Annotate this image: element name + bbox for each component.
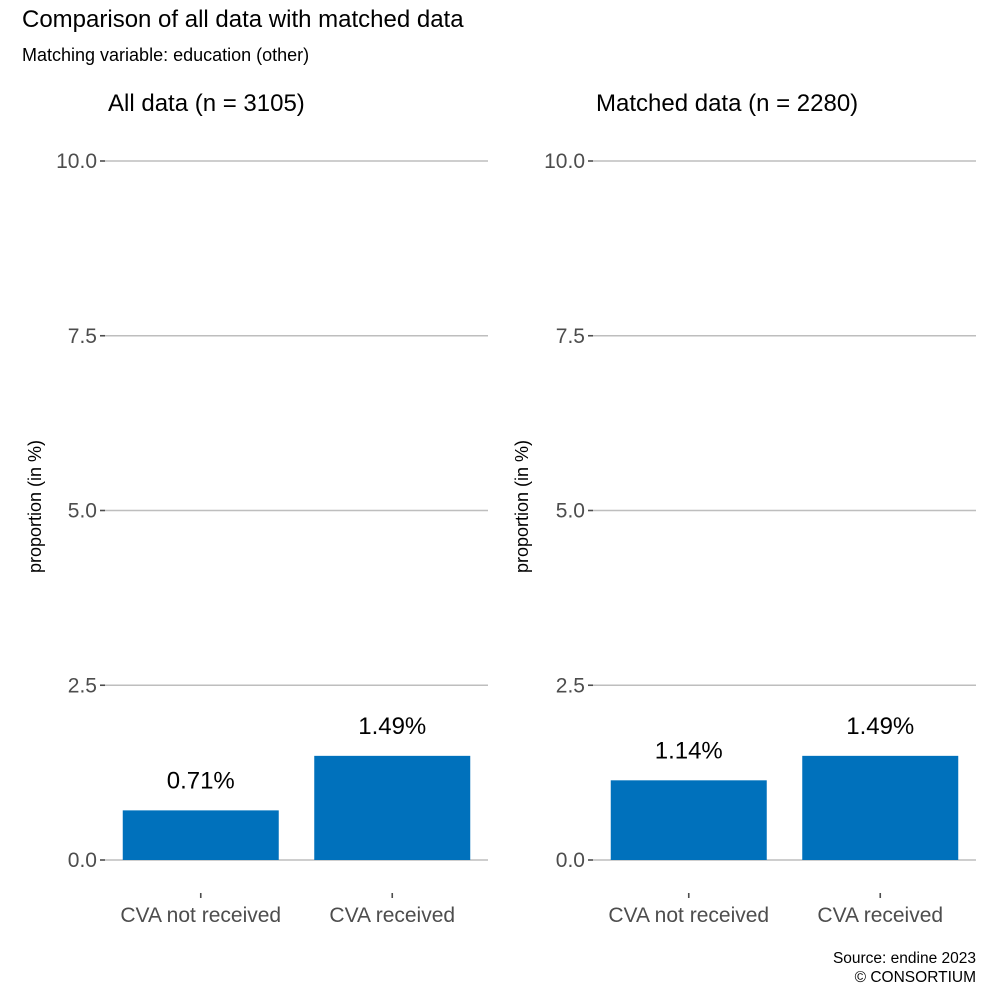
y-tick-label: 5.0 [556, 500, 585, 523]
y-tick-label: 7.5 [556, 325, 585, 348]
x-tick-label: CVA not received [608, 904, 769, 927]
panel-title: Matched data (n = 2280) [596, 90, 858, 117]
data-label: 1.49% [358, 713, 426, 740]
bar [314, 755, 471, 860]
y-tick-label: 10.0 [544, 150, 585, 173]
y-tick-label: 2.5 [68, 674, 97, 697]
bar [610, 780, 767, 860]
chart-caption: Source: endine 2023 © CONSORTIUM [833, 949, 976, 987]
y-axis-label: proportion (in %) [25, 440, 45, 573]
caption-source: Source: endine 2023 [832, 950, 976, 967]
x-tick-label: CVA received [817, 904, 943, 927]
x-tick-label: CVA not received [120, 904, 281, 927]
bar [122, 810, 279, 860]
panel-title: All data (n = 3105) [108, 90, 305, 117]
y-tick-label: 7.5 [68, 325, 97, 348]
y-tick-label: 10.0 [56, 150, 97, 173]
chart-title: Comparison of all data with matched data [22, 6, 464, 33]
y-tick-label: 2.5 [556, 674, 585, 697]
y-tick-label: 5.0 [68, 500, 97, 523]
x-tick-label: CVA received [329, 904, 455, 927]
bar [802, 755, 959, 860]
chart-subtitle: Matching variable: education (other) [22, 45, 310, 65]
y-axis-label: proportion (in %) [512, 440, 532, 573]
y-tick-label: 0.0 [556, 849, 585, 872]
caption-copyright: © CONSORTIUM [854, 969, 976, 986]
y-tick-label: 0.0 [68, 849, 97, 872]
data-label: 0.71% [167, 767, 235, 794]
data-label: 1.14% [655, 737, 723, 764]
data-label: 1.49% [846, 713, 914, 740]
